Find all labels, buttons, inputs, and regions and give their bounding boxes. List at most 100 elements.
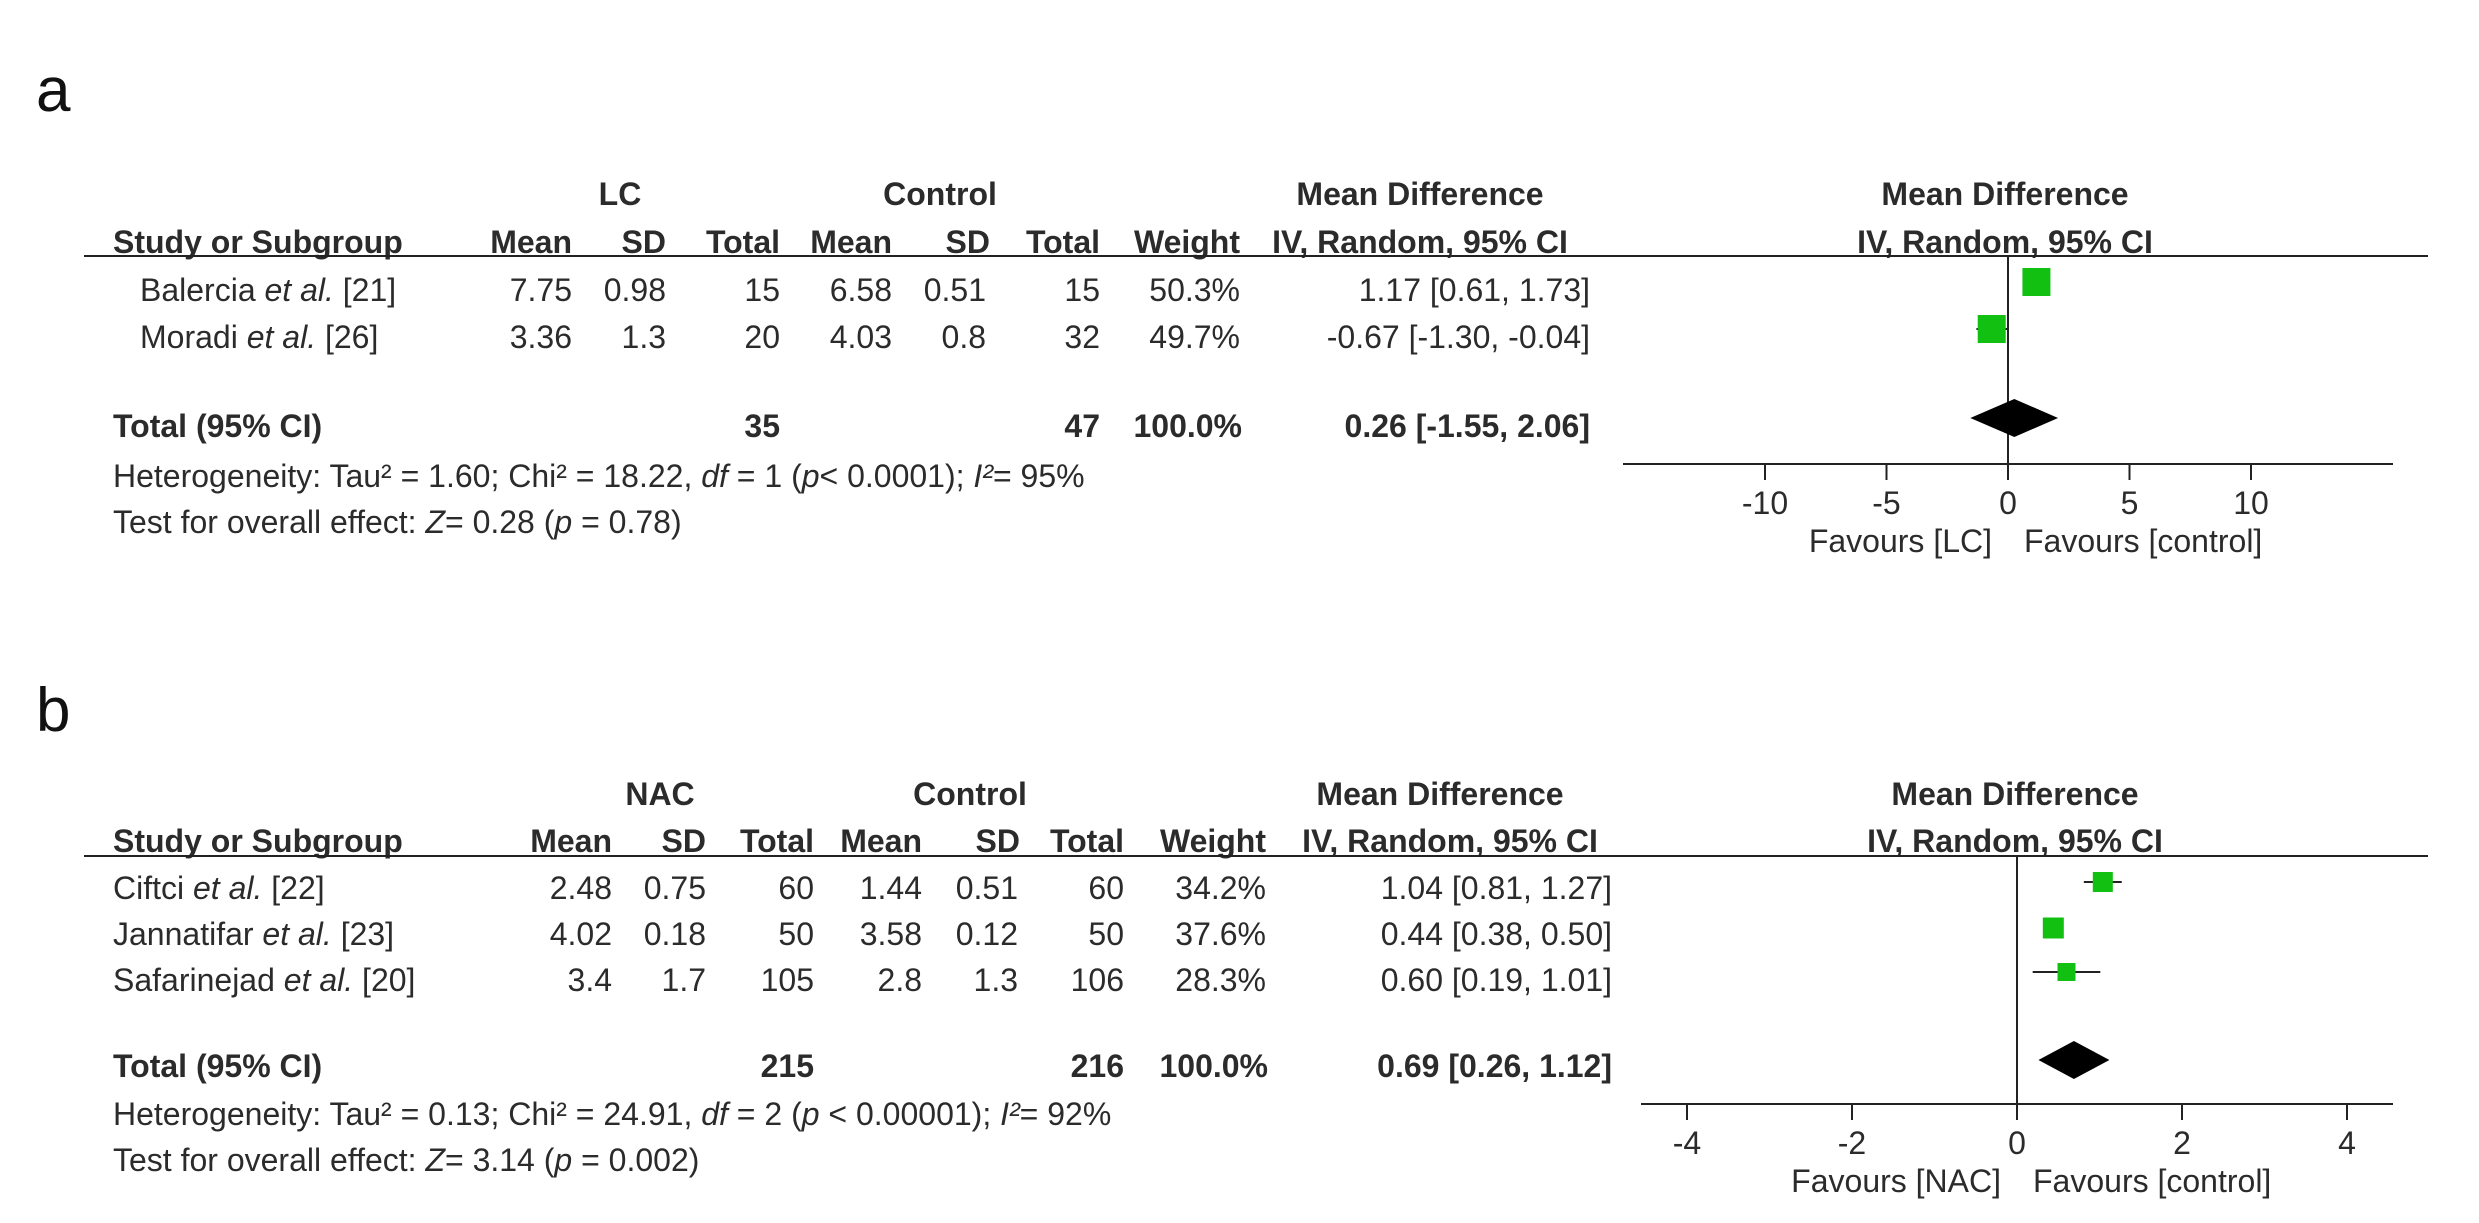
x-tick-label: -5 [1872,485,1900,521]
ctl-sd-header: SD [975,823,1020,859]
study-name: Jannatifar et al. [23] [113,916,395,952]
x-tick-label: 0 [1999,485,2017,521]
forest-plot-panel-a: a LC Control Mean Difference Mean Differ… [0,0,2479,600]
exp-mean-header: Mean [530,823,612,859]
study-marker [1977,315,2006,343]
forest-plot-b: -4 -2 0 2 4 Favours [NAC] Favours [control] [1641,855,2393,1199]
ci-cell: 0.44 [0.38, 0.50] [1380,916,1612,952]
panel-label: b [36,676,71,745]
exp-sd-cell: 0.98 [603,272,666,308]
ctl-sd-cell: 0.51 [955,870,1018,906]
weight-header: Weight [1133,224,1240,260]
exp-total-cell: 50 [778,916,814,952]
x-tick-label: 4 [2338,1125,2356,1161]
exp-sd-cell: 1.7 [661,962,706,998]
exp-total-cell: 60 [778,870,814,906]
weight-cell: 34.2% [1175,870,1266,906]
forest-plot-a: -10 -5 0 5 10 Favours [LC] Favours [control] [1623,255,2393,559]
weight-cell: 37.6% [1175,916,1266,952]
study-column-header: Study or Subgroup [113,823,403,859]
ci-cell: 1.17 [0.61, 1.73] [1358,272,1590,308]
header-rule [84,255,2428,257]
ctl-mean-cell: 2.8 [877,962,922,998]
study-name: Safarinejad et al. [20] [113,962,416,998]
total-ci: 0.69 [0.26, 1.12] [1377,1048,1612,1084]
exp-total-header: Total [705,224,780,260]
ctl-total-cell: 15 [1064,272,1100,308]
plot-md-title-header: Mean Difference [1881,176,2129,212]
ctl-mean-cell: 1.44 [859,870,922,906]
x-tick-label: -2 [1838,1125,1866,1161]
plot-md-method-header: IV, Random, 95% CI [1867,823,2163,859]
weight-cell: 49.7% [1149,319,1240,355]
exp-mean-cell: 2.48 [549,870,612,906]
pooled-diamond [2038,1041,2110,1079]
ctl-total-header: Total [1025,224,1100,260]
x-tick-label: -4 [1673,1125,1701,1161]
exp-sd-header: SD [661,823,706,859]
plot-md-method-header: IV, Random, 95% CI [1857,224,2153,260]
md-method-header: IV, Random, 95% CI [1302,823,1598,859]
weight-cell: 50.3% [1149,272,1240,308]
ctl-mean-cell: 6.58 [829,272,892,308]
x-tick-label: 5 [2121,485,2139,521]
favours-right-label: Favours [control] [2024,523,2262,559]
exp-sd-cell: 0.75 [643,870,706,906]
x-tick-label: 2 [2173,1125,2191,1161]
ci-cell: 0.60 [0.19, 1.01] [1380,962,1612,998]
ctl-sd-cell: 0.12 [955,916,1018,952]
study-column-header: Study or Subgroup [113,224,403,260]
weight-cell: 28.3% [1175,962,1266,998]
exp-total-header: Total [739,823,814,859]
favours-left-label: Favours [NAC] [1791,1163,2001,1199]
ctl-mean-header: Mean [840,823,922,859]
total-exp-n: 35 [744,408,780,444]
exp-sd-header: SD [621,224,666,260]
exp-mean-cell: 3.4 [567,962,612,998]
favours-right-label: Favours [control] [2033,1163,2271,1199]
study-marker [2057,963,2076,981]
x-tick-label: 0 [2008,1125,2026,1161]
ci-cell: 1.04 [0.81, 1.27] [1380,870,1612,906]
total-weight: 100.0% [1133,408,1242,444]
exp-sd-cell: 1.3 [621,319,666,355]
exp-total-cell: 105 [760,962,814,998]
study-name: Moradi et al. [26] [140,319,379,355]
total-weight: 100.0% [1159,1048,1268,1084]
exp-mean-cell: 4.02 [549,916,612,952]
ctl-sd-cell: 0.8 [941,319,986,355]
ctl-sd-cell: 1.3 [973,962,1018,998]
favours-left-label: Favours [LC] [1809,523,1992,559]
study-name: Ciftci et al. [22] [113,870,325,906]
total-ctl-n: 216 [1070,1048,1124,1084]
exp-sd-cell: 0.18 [643,916,706,952]
study-name: Balercia et al. [21] [140,272,397,308]
ctl-sd-header: SD [945,224,990,260]
overall-effect-text: Test for overall effect: Z= 0.28 (p = 0.… [113,504,682,540]
exp-total-cell: 15 [744,272,780,308]
overall-effect-text: Test for overall effect: Z= 3.14 (p = 0.… [113,1142,700,1178]
plot-md-title-header: Mean Difference [1891,776,2139,812]
exp-mean-header: Mean [490,224,572,260]
total-label: Total (95% CI) [113,408,323,444]
pooled-diamond [1970,399,2059,437]
x-tick-label: 10 [2233,485,2269,521]
ctl-mean-header: Mean [810,224,892,260]
md-method-header: IV, Random, 95% CI [1272,224,1568,260]
experimental-group-label: LC [598,176,642,212]
exp-mean-cell: 3.36 [509,319,572,355]
ctl-total-cell: 106 [1070,962,1124,998]
ctl-total-cell: 60 [1088,870,1124,906]
study-marker [2022,268,2051,296]
heterogeneity-text: Heterogeneity: Tau² = 1.60; Chi² = 18.22… [113,458,1085,494]
heterogeneity-text: Heterogeneity: Tau² = 0.13; Chi² = 24.91… [113,1096,1112,1132]
total-exp-n: 215 [760,1048,814,1084]
experimental-group-label: NAC [625,776,695,812]
ci-cell: -0.67 [-1.30, -0.04] [1326,319,1590,355]
ctl-total-cell: 50 [1088,916,1124,952]
x-tick-label: -10 [1742,485,1788,521]
weight-header: Weight [1159,823,1266,859]
total-ctl-n: 47 [1064,408,1100,444]
exp-mean-cell: 7.75 [509,272,572,308]
ctl-total-cell: 32 [1064,319,1100,355]
